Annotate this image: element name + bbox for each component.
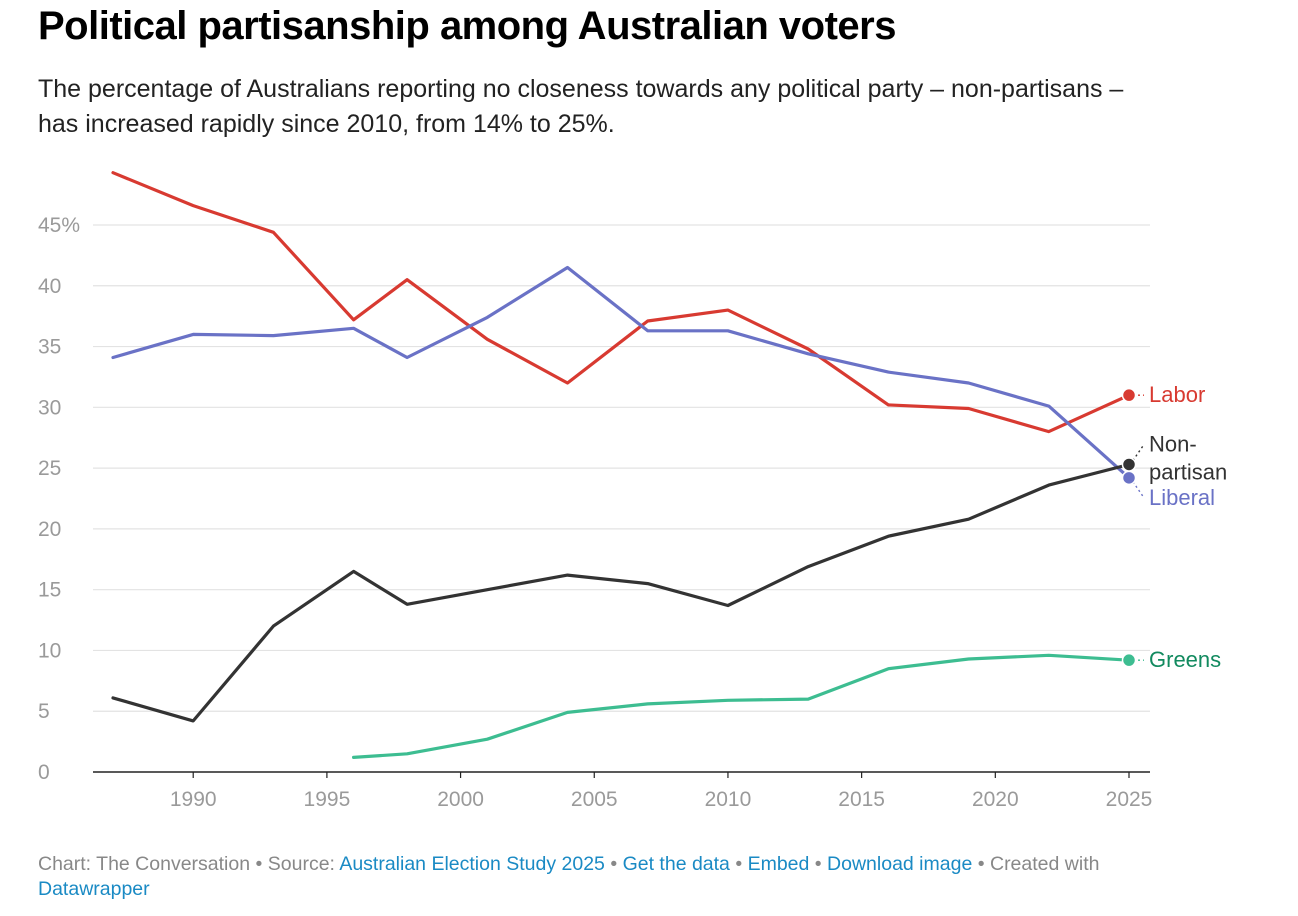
non-partisan-end-point: [1121, 457, 1137, 472]
created-with-text: Created with: [989, 853, 1100, 875]
x-tick-label: 2015: [838, 788, 885, 811]
y-tick-label: 0: [38, 761, 50, 784]
y-tick-label: 15: [38, 579, 61, 602]
liberal-label: Liberal: [1149, 485, 1215, 510]
x-tick-label: 1990: [170, 788, 217, 811]
chart-title: Political partisanship among Australian …: [38, 4, 896, 48]
x-tick-label: 2025: [1106, 788, 1153, 811]
y-tick-label: 5: [38, 700, 50, 723]
datawrapper-link[interactable]: Datawrapper: [38, 878, 150, 900]
non-partisan-label: Non-: [1149, 431, 1197, 456]
y-axis-ticks: 0 5 10 15 20 25 30 35 40 45%: [38, 214, 80, 784]
footer-separator: •: [255, 853, 263, 875]
gridlines: [93, 224, 1150, 773]
x-tick-label: 2010: [705, 788, 752, 811]
x-tick-label: 2000: [437, 788, 484, 811]
chart-subtitle: The percentage of Australians reporting …: [38, 75, 1124, 138]
x-tick-label: 1995: [304, 788, 351, 811]
y-tick-label: 45%: [38, 214, 80, 237]
y-tick-label: 35: [38, 336, 61, 359]
source-prefix: Source:: [267, 853, 335, 875]
liberal-label-connector: [1132, 481, 1145, 499]
greens-line: [352, 653, 1131, 760]
labor-label: Labor: [1149, 382, 1205, 407]
series-labels: Labor Liberal Non-partisan Greens: [1121, 382, 1227, 672]
liberal-end-point: [1121, 470, 1137, 486]
download-image-link[interactable]: Download image: [827, 853, 973, 875]
greens-end-point: [1121, 652, 1137, 668]
y-tick-label: 20: [38, 518, 61, 541]
non-partisan-line: [111, 462, 1131, 723]
footer-separator: •: [610, 853, 618, 875]
footer: Chart: The Conversation • Source: Austra…: [38, 852, 1258, 902]
embed-link[interactable]: Embed: [747, 853, 810, 875]
liberal-line: [111, 265, 1131, 480]
chart-credit: Chart: The Conversation: [38, 853, 251, 875]
y-tick-label: 30: [38, 396, 61, 419]
greens-label: Greens: [1149, 647, 1221, 672]
x-axis-ticks: 1990 1995 2000 2005 2010 2015 2020 2025: [170, 772, 1153, 811]
non-partisan-label: partisan: [1149, 459, 1227, 484]
series-lines: [111, 171, 1131, 760]
x-tick-label: 2005: [571, 788, 618, 811]
y-tick-label: 25: [38, 457, 61, 480]
source-link[interactable]: Australian Election Study 2025: [339, 853, 605, 875]
get-data-link[interactable]: Get the data: [622, 853, 730, 875]
x-tick-label: 2020: [972, 788, 1019, 811]
footer-separator: •: [735, 853, 743, 875]
y-tick-label: 10: [38, 639, 61, 662]
footer-separator: •: [977, 853, 985, 875]
non-partisan-label-connector: [1132, 444, 1145, 461]
y-tick-label: 40: [38, 275, 61, 298]
labor-end-point: [1121, 387, 1137, 403]
labor-line: [111, 171, 1131, 434]
footer-separator: •: [814, 853, 822, 875]
